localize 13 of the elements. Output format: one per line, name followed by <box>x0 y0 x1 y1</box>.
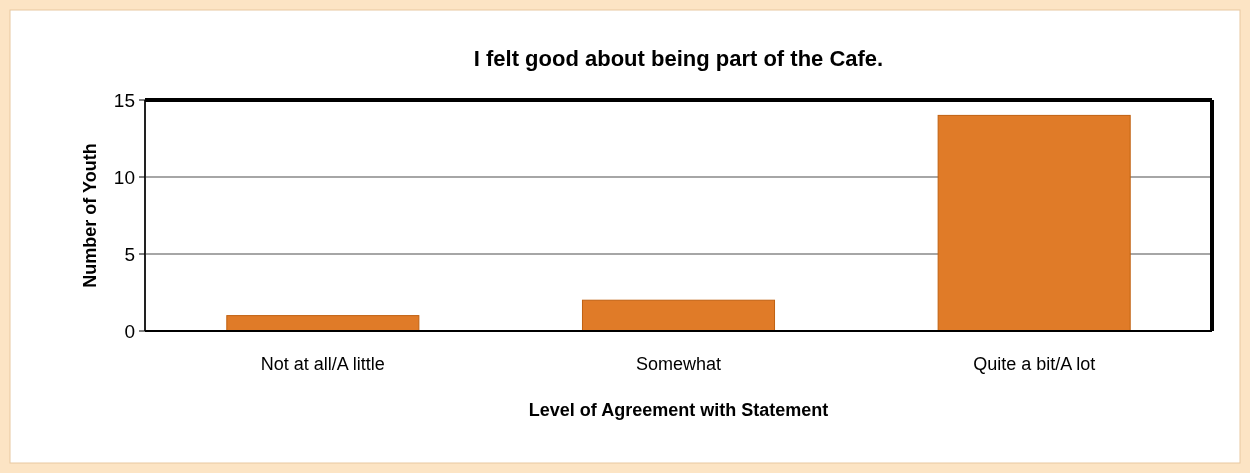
y-tick-label: 10 <box>113 166 135 188</box>
chart-title: I felt good about being part of the Cafe. <box>473 46 884 71</box>
x-tick-label: Somewhat <box>635 354 722 374</box>
x-axis-title: Level of Agreement with Statement <box>528 400 829 420</box>
bar <box>226 315 420 332</box>
x-tick-label: Not at all/A little <box>260 354 385 374</box>
y-axis-title: Number of Youth <box>80 143 100 288</box>
bar <box>937 114 1131 332</box>
bar <box>581 299 776 332</box>
y-tick-label: 15 <box>113 89 135 111</box>
x-tick-label: Quite a bit/A lot <box>973 354 1096 374</box>
y-tick-label: 0 <box>124 320 135 342</box>
y-tick-label: 5 <box>124 243 135 265</box>
